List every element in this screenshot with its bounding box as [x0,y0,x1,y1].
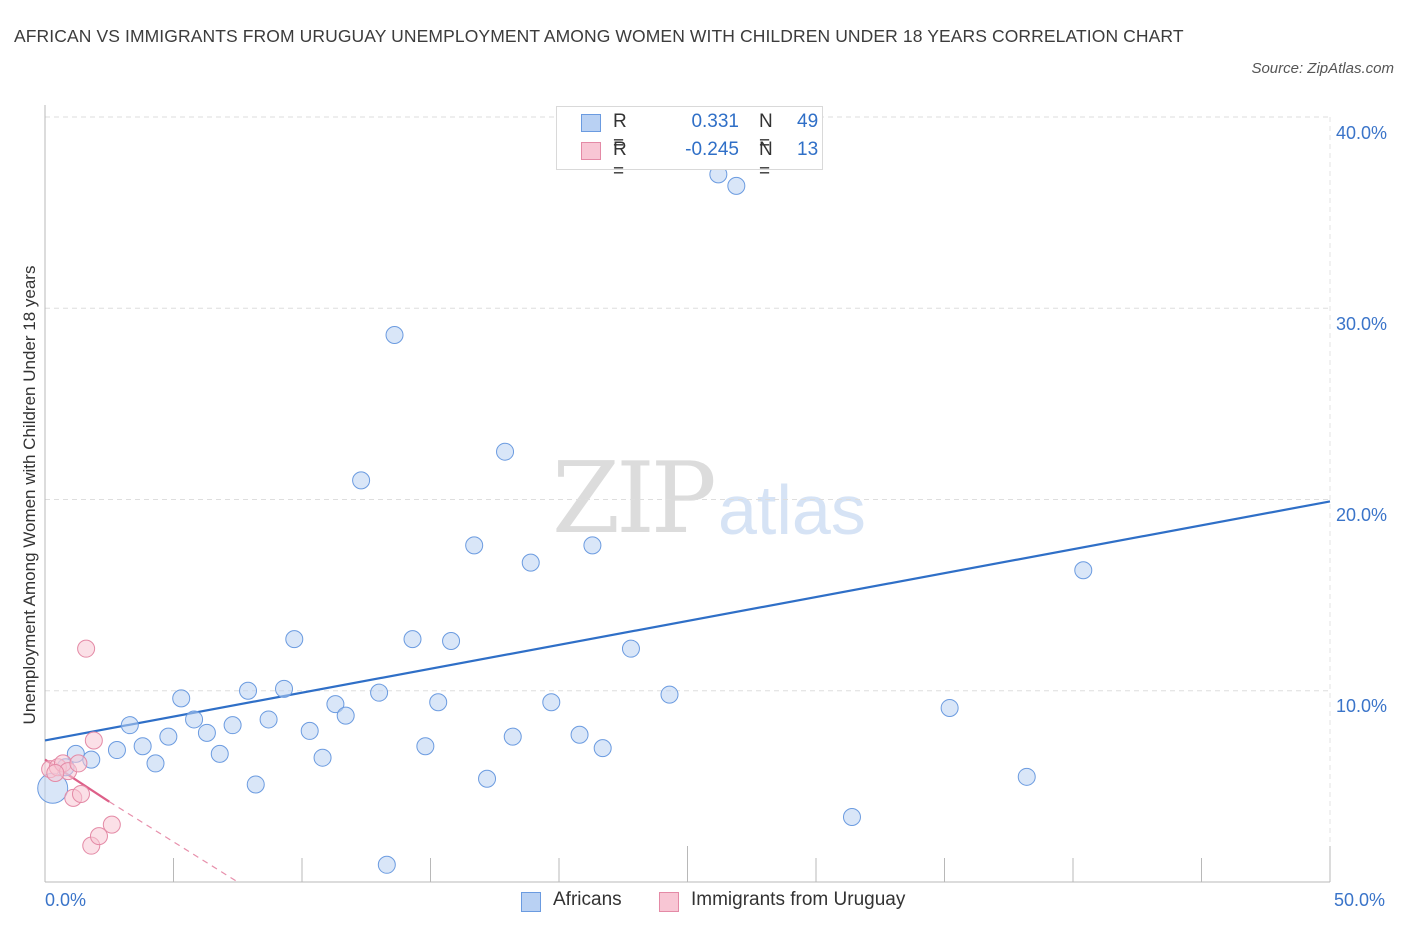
africans-point [239,681,258,700]
africans-point [940,698,959,717]
africans-point [416,737,435,756]
africans-point [727,176,746,195]
africans-point [336,706,355,725]
africans-point [465,536,484,555]
africans-legend-swatch [521,892,541,912]
y-tick-label: 40.0% [1336,123,1388,143]
source-label: Source: ZipAtlas.com [1251,60,1394,77]
africans-point [146,754,165,773]
africans-point [313,748,332,767]
uruguay-point [77,639,96,658]
africans-point [503,727,522,746]
uruguay-point [69,754,88,773]
africans-point [496,442,515,461]
africans-point [842,807,861,826]
trend-lines [44,500,1331,883]
uruguay-legend-swatch [659,892,679,912]
uruguay-point [84,731,103,750]
africans-point [570,725,589,744]
africans-point [621,639,640,658]
uruguay-point [102,815,121,834]
africans-point [1074,561,1093,580]
africans-point [521,553,540,572]
africans-trend-line [44,500,1331,742]
africans-point [370,683,389,702]
y-tick-label: 20.0% [1336,505,1388,525]
y-tick-label: 10.0% [1336,696,1388,716]
africans-point [352,471,371,490]
r-value: 0.331 [691,111,739,132]
africans-point [660,685,679,704]
africans-point [246,775,265,794]
africans-point [478,769,497,788]
uruguay-swatch [581,142,601,160]
uruguay-point [46,763,65,782]
africans-point [285,630,304,649]
legend-label: Africans [553,889,622,910]
grid-lines [45,116,1331,882]
r-label: R = [613,139,627,182]
africans-point [542,693,561,712]
africans-swatch [581,114,601,132]
uruguay-point [89,827,108,846]
africans-point [593,739,612,758]
n-label: N = [759,139,773,182]
africans-point [300,721,319,740]
africans-point [120,716,139,735]
n-value: 49 [797,111,819,132]
x-tick-label-min: 0.0% [45,890,87,910]
n-label: N = [759,111,773,154]
r-value: -0.245 [685,139,739,160]
r-label: R = [613,111,627,154]
africans-point [172,689,191,708]
africans-point [429,693,448,712]
africans-point [403,630,422,649]
uruguay-point [71,785,90,804]
axes [44,105,1331,883]
y-axis-label: Unemployment Among Women with Children U… [20,265,39,725]
data-points [37,165,1093,874]
legend-label: Immigrants from Uruguay [691,889,906,910]
africans-point [326,695,345,714]
africans-point [107,741,126,760]
y-tick-label: 30.0% [1336,314,1388,334]
watermark-atlas: atlas [718,471,866,549]
africans-point [223,716,242,735]
x-tick-label-max: 50.0% [1334,890,1386,910]
uruguay-trend-extension [108,801,239,883]
chart-title: AFRICAN VS IMMIGRANTS FROM URUGUAY UNEMP… [14,26,1184,46]
africans-point [385,326,404,345]
africans-point [583,536,602,555]
africans-point [159,727,178,746]
africans-point [133,737,152,756]
africans-point [185,710,204,729]
n-value: 13 [797,139,819,160]
stats-legend: R = 0.331 N = 49 R = -0.245 N = 13 [556,106,823,182]
africans-point [197,723,216,742]
africans-point [210,744,229,763]
africans-point [377,855,396,874]
africans-point [259,710,278,729]
africans-point [275,679,294,698]
africans-point [1017,767,1036,786]
africans-point [442,632,461,651]
